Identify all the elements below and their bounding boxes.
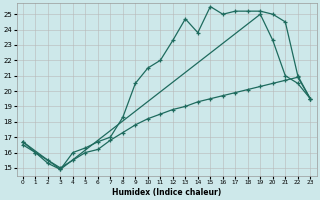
X-axis label: Humidex (Indice chaleur): Humidex (Indice chaleur) xyxy=(112,188,221,197)
